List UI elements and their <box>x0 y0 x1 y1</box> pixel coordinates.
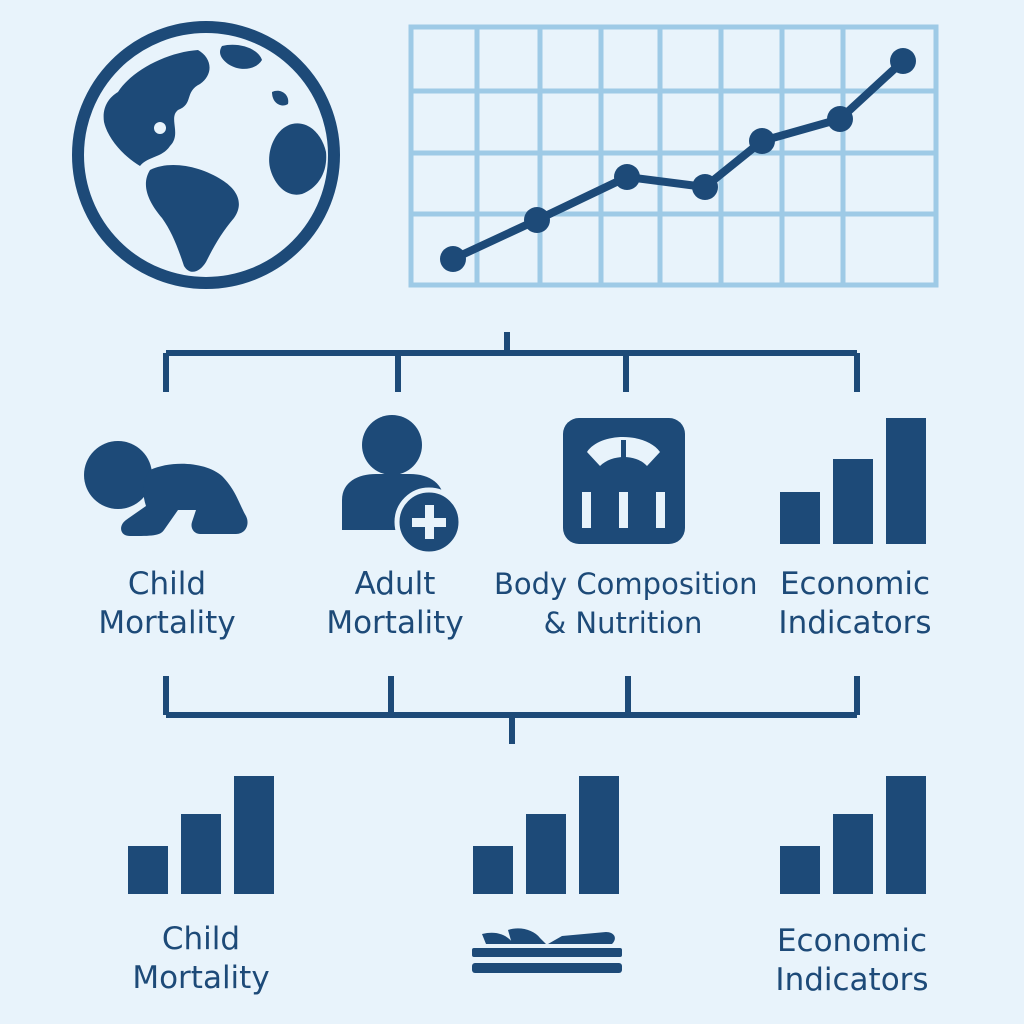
label-line: Child <box>127 566 207 602</box>
line-chart-icon <box>408 24 939 288</box>
bar-chart-icon <box>780 418 926 544</box>
label-line: Adult <box>354 566 436 602</box>
label-line: Indicators <box>775 962 929 998</box>
bottom-bracket-connector <box>163 676 860 744</box>
label-line: Mortality <box>132 960 270 996</box>
label-line: Body Composition <box>494 567 758 601</box>
lying-person-icon <box>472 928 622 973</box>
bar-chart-icon <box>128 776 274 894</box>
label-line: Mortality <box>326 605 464 641</box>
label-line: Child <box>161 921 241 957</box>
globe-icon <box>72 21 340 289</box>
label-child-mortality: Child Mortality <box>72 565 262 643</box>
crawling-baby-icon <box>84 441 248 536</box>
label-line: & Nutrition <box>543 606 703 640</box>
label-economic-indicators: Economic Indicators <box>760 565 950 643</box>
output-label-economic-indicators: Economic Indicators <box>752 922 952 1000</box>
top-bracket-connector <box>163 332 860 392</box>
label-line: Economic <box>779 566 931 602</box>
label-line: Economic <box>776 923 928 959</box>
bar-chart-icon <box>473 776 619 894</box>
label-adult-mortality: Adult Mortality <box>300 565 490 643</box>
label-body-composition: Body Composition & Nutrition <box>494 565 758 643</box>
output-label-child-mortality: Child Mortality <box>106 920 296 998</box>
label-line: Indicators <box>778 605 932 641</box>
person-add-icon <box>342 415 464 557</box>
label-line: Mortality <box>98 605 236 641</box>
bar-chart-icon <box>780 776 926 894</box>
weighing-scale-icon <box>563 418 685 544</box>
